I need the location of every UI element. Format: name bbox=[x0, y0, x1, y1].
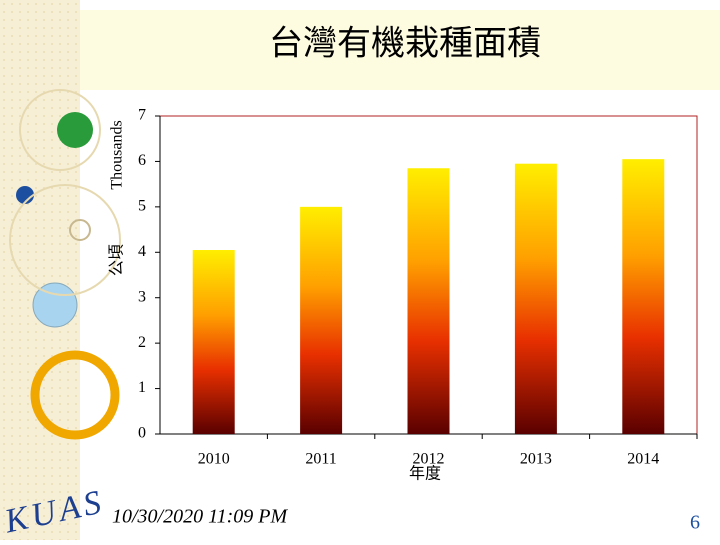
page-number: 6 bbox=[690, 512, 700, 534]
x-tick-label: 2011 bbox=[305, 451, 336, 468]
bar bbox=[407, 168, 450, 434]
x-tick-label: 2010 bbox=[198, 451, 230, 468]
title-band bbox=[80, 10, 720, 90]
side-strip bbox=[0, 0, 80, 540]
y-tick-label: 6 bbox=[138, 152, 146, 169]
x-axis-label: 年度 bbox=[409, 464, 441, 483]
x-tick-label: 2013 bbox=[520, 451, 552, 468]
bar bbox=[622, 159, 665, 434]
bar bbox=[192, 250, 235, 434]
y-axis-label: 公頃 bbox=[107, 244, 126, 276]
y-tick-label: 1 bbox=[138, 379, 146, 396]
bar bbox=[514, 163, 557, 434]
decoration-circles bbox=[9, 89, 121, 440]
y-tick-label: 0 bbox=[138, 425, 146, 442]
y-tick-label: 5 bbox=[138, 198, 146, 215]
y-tick-label: 3 bbox=[138, 288, 146, 305]
y-tick-label: 2 bbox=[138, 334, 146, 351]
chart-title: 台灣有機栽種面積 bbox=[269, 24, 541, 64]
x-tick-label: 2014 bbox=[627, 451, 659, 468]
bar bbox=[300, 206, 343, 434]
y-tick-label: 7 bbox=[138, 107, 146, 124]
x-tick-label: 2012 bbox=[413, 451, 445, 468]
y-unit-label: Thousands bbox=[109, 120, 126, 189]
slide-date: 10/30/2020 11:09 PM bbox=[112, 506, 289, 528]
y-tick-label: 4 bbox=[138, 243, 146, 260]
